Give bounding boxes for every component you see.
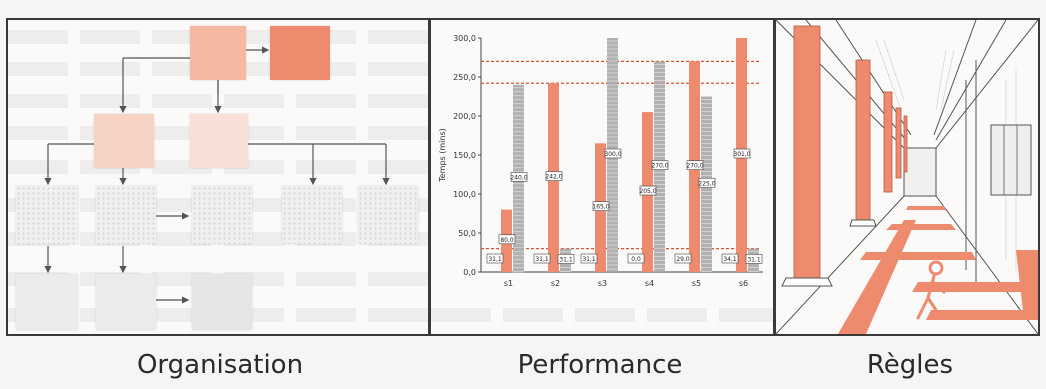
data-label-box [639, 185, 657, 196]
org-box-top-right [270, 26, 330, 80]
data-label: 0,0 [631, 256, 641, 263]
y-tick-label: 150,0 [453, 151, 476, 160]
panel-divider-1 [428, 18, 431, 336]
panel-divider-2 [773, 18, 776, 336]
data-label: 31,1 [535, 256, 549, 263]
caption-performance: Performance [517, 350, 683, 380]
x-tick-label: s1 [504, 279, 513, 288]
org-box-mid-right [190, 114, 248, 168]
y-axis-label: Temps (mins) [438, 128, 447, 183]
data-label-box [698, 177, 716, 188]
caption-regles: Règles [866, 350, 954, 380]
org-connectors [44, 46, 390, 304]
data-label: 270,0 [651, 163, 668, 170]
data-label: 29,0 [676, 256, 690, 263]
data-label: 300,0 [604, 151, 621, 158]
data-label: 34,1 [723, 256, 737, 263]
data-label-box [545, 171, 563, 181]
performance-panel: 0,0 50,0 100,0 150,0 200,0 250,0 300,0 Temps (m… [431, 20, 773, 334]
data-label: 242,0 [545, 174, 562, 181]
y-tick-label: 100,0 [453, 190, 476, 199]
data-label: 240,0 [510, 174, 527, 181]
data-label: 301,0 [733, 151, 750, 158]
org-box-gray-2 [96, 274, 156, 330]
y-tick-label: 200,0 [453, 112, 476, 121]
org-box-dotted-1 [16, 186, 78, 244]
data-label: 225,0 [698, 180, 715, 187]
data-label-box [686, 160, 704, 170]
data-label: 205,0 [639, 188, 656, 195]
data-label-box [498, 234, 516, 245]
org-box-dotted-3 [192, 186, 252, 244]
data-label: 31,1 [747, 256, 761, 263]
org-box-gray-1 [16, 274, 78, 330]
data-label-box [627, 253, 645, 264]
data-label: 270,0 [686, 163, 703, 170]
data-label-box [486, 253, 504, 264]
organisation-panel [8, 20, 428, 334]
org-box-dotted-5 [358, 186, 418, 244]
data-label: 31,1 [559, 256, 573, 263]
org-box-mid-left [94, 114, 154, 168]
x-tick-label: s2 [551, 279, 560, 288]
caption-organisation: Organisation [136, 350, 304, 380]
data-label: 165,0 [592, 204, 609, 211]
data-label-box [592, 201, 610, 211]
x-tick-label: s4 [645, 279, 654, 288]
pedestrian-walking-icon [916, 260, 946, 320]
corridor-illustration [776, 20, 1038, 334]
org-box-dotted-2 [96, 186, 156, 244]
y-tick-label: 0,0 [463, 268, 476, 277]
x-tick-label: s5 [692, 279, 701, 288]
data-label-box [557, 254, 575, 264]
data-label-box [604, 148, 622, 159]
data-label-box [510, 172, 528, 182]
org-box-dotted-4 [282, 186, 342, 244]
data-label-box [721, 253, 739, 264]
data-label: 80,0 [500, 237, 514, 244]
x-tick-label: s6 [739, 279, 748, 288]
data-label-box [651, 160, 669, 170]
data-label-box [745, 254, 763, 264]
data-label: 31,1 [488, 256, 502, 263]
data-label-box [533, 253, 551, 264]
data-label-box [733, 148, 751, 159]
y-tick-label: 50,0 [458, 229, 476, 238]
y-tick-label: 250,0 [453, 73, 476, 82]
regles-panel [776, 20, 1038, 334]
data-label-box [674, 253, 692, 264]
org-box-gray-3 [192, 274, 252, 330]
data-label: 31,1 [582, 256, 596, 263]
y-tick-label: 300,0 [453, 34, 476, 43]
data-label-box [580, 253, 598, 264]
performance-chart: 0,0 50,0 100,0 150,0 200,0 250,0 300,0 Temps (m… [438, 34, 763, 288]
org-box-top-left [190, 26, 246, 80]
x-tick-label: s3 [598, 279, 607, 288]
